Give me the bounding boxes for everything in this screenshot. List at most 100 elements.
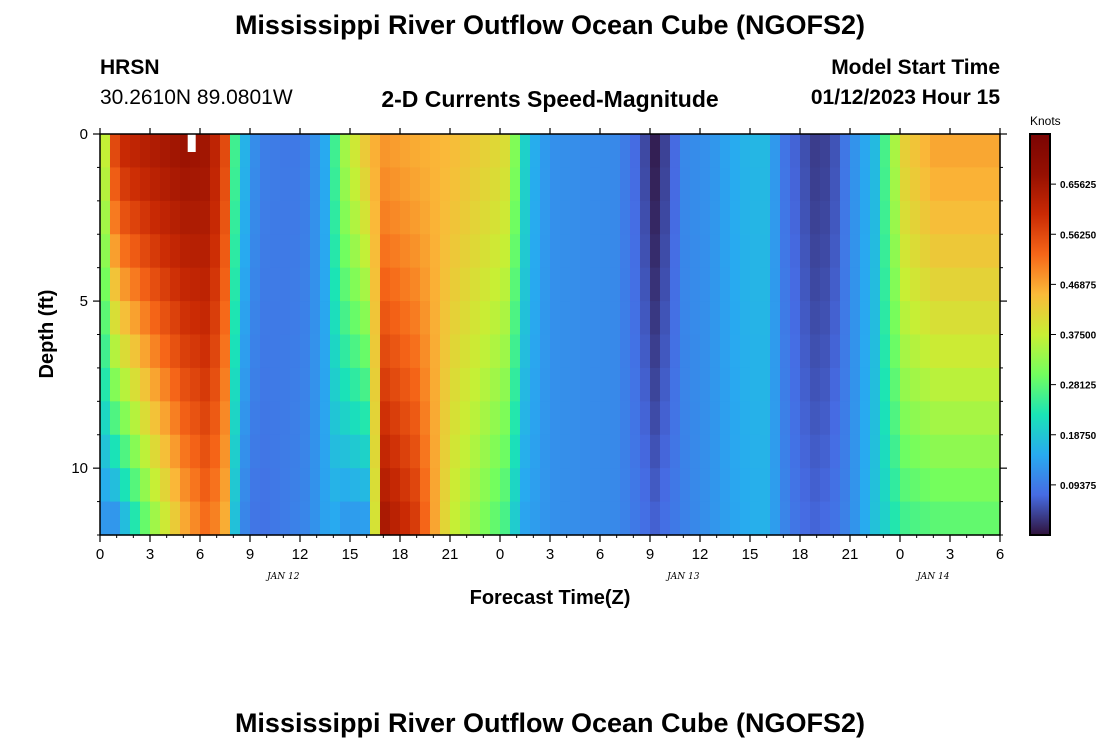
heatmap-cell bbox=[110, 134, 121, 169]
heatmap-cell bbox=[130, 267, 141, 302]
heatmap-cell bbox=[290, 134, 301, 169]
heatmap-cell bbox=[890, 267, 901, 302]
heatmap-cell bbox=[640, 334, 651, 369]
heatmap-cell bbox=[860, 434, 871, 469]
heatmap-cell bbox=[210, 468, 221, 503]
heatmap-cell bbox=[330, 267, 341, 302]
heatmap-cell bbox=[580, 334, 591, 369]
heatmap-cell bbox=[470, 267, 481, 302]
heatmap-cell bbox=[480, 434, 491, 469]
heatmap-cell bbox=[470, 167, 481, 202]
heatmap-cell bbox=[340, 367, 351, 402]
heatmap-cell bbox=[550, 301, 561, 336]
heatmap-cell bbox=[310, 267, 321, 302]
heatmap-cell bbox=[840, 367, 851, 402]
heatmap-cell bbox=[730, 367, 741, 402]
heatmap-cell bbox=[820, 267, 831, 302]
heatmap-cell bbox=[100, 200, 111, 235]
heatmap-cell bbox=[960, 134, 971, 169]
heatmap-cell bbox=[200, 301, 211, 336]
heatmap-cell bbox=[910, 234, 921, 269]
heatmap-cell bbox=[870, 501, 881, 536]
heatmap-cell bbox=[530, 167, 541, 202]
heatmap-cell bbox=[700, 134, 711, 169]
station-name: HRSN bbox=[100, 56, 160, 79]
heatmap-cell bbox=[160, 134, 171, 169]
heatmap-cell bbox=[890, 200, 901, 235]
heatmap-cell bbox=[940, 401, 951, 436]
heatmap-cell bbox=[240, 434, 251, 469]
heatmap-cell bbox=[360, 367, 371, 402]
heatmap-cell bbox=[770, 167, 781, 202]
heatmap-cell bbox=[450, 167, 461, 202]
heatmap-cell bbox=[350, 501, 361, 536]
heatmap-cell bbox=[290, 401, 301, 436]
heatmap-cell bbox=[780, 501, 791, 536]
heatmap-cell bbox=[280, 468, 291, 503]
heatmap-cell bbox=[250, 200, 261, 235]
heatmap-cell bbox=[870, 367, 881, 402]
heatmap-cell bbox=[330, 468, 341, 503]
heatmap-cell bbox=[990, 501, 1001, 536]
colorbar-tick-label: 0.56250 bbox=[1060, 230, 1097, 241]
heatmap-cell bbox=[850, 301, 861, 336]
heatmap-cell bbox=[110, 367, 121, 402]
heatmap-cell bbox=[690, 468, 701, 503]
heatmap-cell bbox=[930, 334, 941, 369]
heatmap-cell bbox=[900, 501, 911, 536]
heatmap-cell bbox=[910, 367, 921, 402]
heatmap-cell bbox=[670, 134, 681, 169]
x-tick-label: 6 bbox=[596, 546, 604, 563]
heatmap-cell bbox=[980, 267, 991, 302]
heatmap-cell bbox=[630, 334, 641, 369]
heatmap-cell bbox=[510, 501, 521, 536]
heatmap-cell bbox=[900, 200, 911, 235]
heatmap-cell bbox=[840, 334, 851, 369]
heatmap-cell bbox=[610, 434, 621, 469]
x-tick-label: 0 bbox=[96, 546, 104, 563]
heatmap-cell bbox=[420, 267, 431, 302]
heatmap-cell bbox=[260, 501, 271, 536]
heatmap-cell bbox=[490, 234, 501, 269]
heatmap-cell bbox=[810, 468, 821, 503]
heatmap-cell bbox=[540, 167, 551, 202]
heatmap-cell bbox=[690, 401, 701, 436]
heatmap-cell bbox=[140, 401, 151, 436]
heatmap-cell bbox=[130, 401, 141, 436]
heatmap-cell bbox=[780, 167, 791, 202]
heatmap-cell bbox=[840, 134, 851, 169]
heatmap-cell bbox=[130, 468, 141, 503]
heatmap-cell bbox=[760, 434, 771, 469]
heatmap-cell bbox=[290, 200, 301, 235]
heatmap-cell bbox=[800, 434, 811, 469]
x-tick-label: 15 bbox=[742, 546, 759, 563]
heatmap-cell bbox=[350, 367, 361, 402]
heatmap-cell bbox=[450, 134, 461, 169]
heatmap-cell bbox=[620, 301, 631, 336]
heatmap-cell bbox=[100, 301, 111, 336]
heatmap-cell bbox=[730, 167, 741, 202]
heatmap-cell bbox=[810, 301, 821, 336]
heatmap-cell bbox=[210, 267, 221, 302]
heatmap-cell bbox=[740, 401, 751, 436]
heatmap-cell bbox=[130, 200, 141, 235]
heatmap-cell bbox=[330, 434, 341, 469]
heatmap-cell bbox=[880, 401, 891, 436]
heatmap-cell bbox=[750, 200, 761, 235]
heatmap-cell bbox=[660, 234, 671, 269]
heatmap-cell bbox=[120, 367, 131, 402]
heatmap-cell bbox=[670, 267, 681, 302]
heatmap-cell bbox=[170, 334, 181, 369]
heatmap-cell bbox=[780, 301, 791, 336]
heatmap-cell bbox=[460, 501, 471, 536]
heatmap-cell bbox=[270, 334, 281, 369]
heatmap-cell bbox=[300, 200, 311, 235]
heatmap-cell bbox=[900, 367, 911, 402]
heatmap-cell bbox=[820, 167, 831, 202]
heatmap-cell bbox=[500, 434, 511, 469]
heatmap-cell bbox=[500, 367, 511, 402]
heatmap-cell bbox=[750, 334, 761, 369]
heatmap-cell bbox=[360, 434, 371, 469]
heatmap-cell bbox=[830, 267, 841, 302]
heatmap-cell bbox=[990, 434, 1001, 469]
